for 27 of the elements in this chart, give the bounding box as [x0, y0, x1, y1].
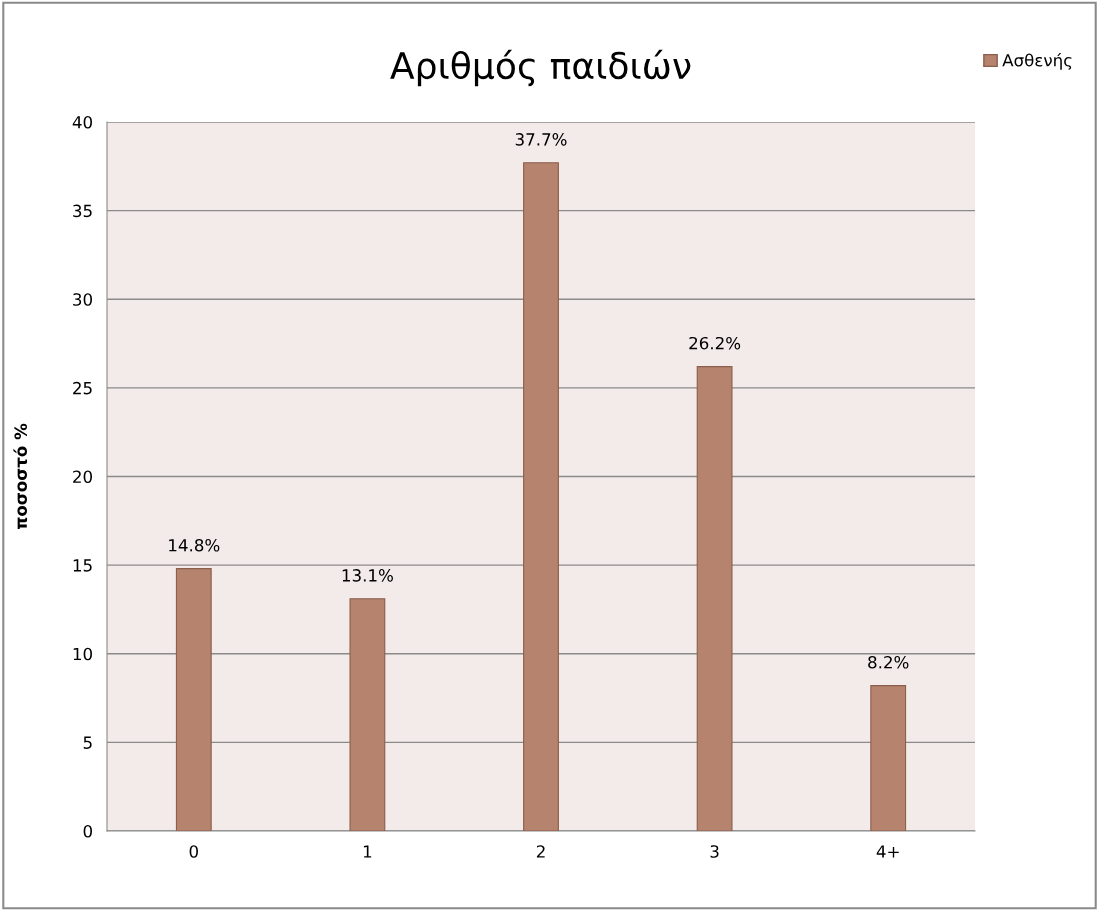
y-tick-label: 10	[73, 647, 92, 661]
data-label: 8.2%	[868, 655, 909, 669]
data-label: 37.7%	[515, 133, 567, 146]
bar	[175, 568, 212, 831]
y-tick-label: 5	[83, 736, 92, 749]
x-tick-label: 4+	[876, 845, 899, 858]
x-tick-label: 2	[536, 845, 545, 858]
y-axis-title: ποσοστό %	[13, 423, 28, 530]
bar	[349, 598, 386, 831]
data-label: 13.1%	[342, 569, 393, 582]
legend-label: Ασθενής	[1002, 53, 1072, 70]
data-label: 26.2%	[689, 336, 741, 350]
x-tick-label: 0	[189, 845, 198, 858]
y-tick-label: 25	[73, 381, 92, 395]
data-label: 14.8%	[169, 538, 220, 552]
x-tick-label: 3	[710, 845, 719, 858]
y-tick-label: 30	[73, 293, 92, 306]
y-tick-label: 15	[73, 559, 92, 572]
y-tick-label: 40	[72, 115, 92, 129]
y-tick-label: 35	[73, 204, 92, 218]
y-tick-label: 0	[83, 824, 92, 838]
bar	[523, 162, 559, 831]
bar	[870, 685, 907, 831]
chart-title: Αριθμός παιδιών	[390, 49, 691, 87]
x-tick-label: 1	[363, 845, 372, 858]
bar	[696, 366, 733, 831]
y-tick-label: 20	[73, 470, 92, 484]
